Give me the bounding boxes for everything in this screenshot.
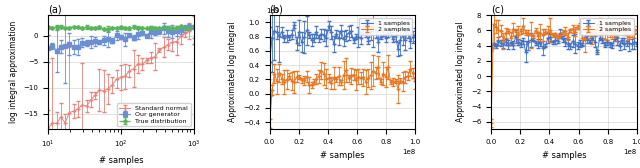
- Text: (c): (c): [491, 4, 504, 14]
- Y-axis label: Approximated log integral: Approximated log integral: [228, 22, 237, 122]
- Y-axis label: log integral approximation: log integral approximation: [9, 21, 18, 123]
- Y-axis label: Approximated log integral: Approximated log integral: [456, 22, 465, 122]
- Text: 1e8: 1e8: [623, 150, 637, 156]
- Text: 1e9: 1e9: [267, 8, 280, 14]
- Text: 1e8: 1e8: [402, 150, 415, 156]
- Legend: 1 samples, 2 samples: 1 samples, 2 samples: [580, 18, 634, 35]
- Legend: 1 samples, 2 samples: 1 samples, 2 samples: [359, 18, 412, 35]
- X-axis label: # samples: # samples: [541, 151, 586, 160]
- Legend: Standard normal, Our generator, True distribution: Standard normal, Our generator, True dis…: [116, 103, 191, 126]
- X-axis label: # samples: # samples: [99, 156, 143, 165]
- Text: (a): (a): [48, 4, 61, 14]
- X-axis label: # samples: # samples: [320, 151, 365, 160]
- Text: (b): (b): [269, 4, 284, 14]
